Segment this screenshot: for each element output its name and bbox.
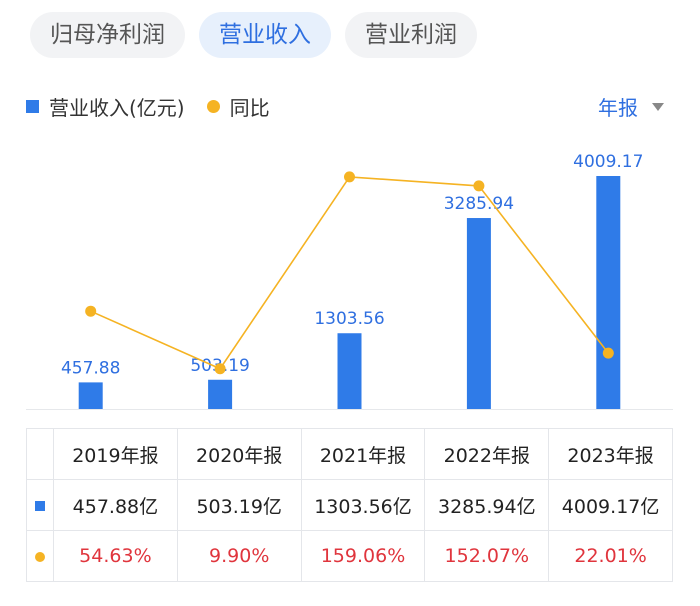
period-selector[interactable]: 年报 bbox=[598, 92, 664, 121]
bar bbox=[208, 379, 233, 409]
bar-value-label: 4009.17 bbox=[573, 152, 643, 172]
bar-value-label: 3285.94 bbox=[444, 194, 514, 214]
yoy-point bbox=[85, 305, 97, 317]
yoy-legend-marker bbox=[206, 100, 220, 113]
revenue-legend-label: 营业收入(亿元) bbox=[49, 96, 185, 120]
table-cell: 22.01% bbox=[548, 530, 673, 582]
yoy-point bbox=[344, 171, 355, 183]
bar bbox=[78, 382, 103, 409]
table-header-row: 2019年报 2020年报 2021年报 2022年报 2023年报 bbox=[26, 428, 673, 480]
table-cell: 1303.56亿 bbox=[300, 479, 426, 531]
table-cell: 54.63% bbox=[53, 530, 178, 582]
bar bbox=[466, 218, 491, 409]
chart-legend: 营业收入(亿元) 同比 bbox=[26, 92, 270, 121]
table-corner-cell bbox=[26, 428, 54, 480]
bar bbox=[337, 333, 362, 409]
yoy-point bbox=[602, 347, 614, 359]
table-header-cell: 2021年报 bbox=[300, 428, 426, 480]
table-cell: 9.90% bbox=[176, 530, 302, 582]
bar bbox=[596, 176, 621, 409]
table-cell: 3285.94亿 bbox=[424, 479, 550, 531]
chevron-down-icon bbox=[652, 102, 664, 111]
bar-value-label: 1303.56 bbox=[314, 309, 384, 329]
data-table: 2019年报 2020年报 2021年报 2022年报 2023年报 457.8… bbox=[26, 428, 673, 582]
table-cell: 4009.17亿 bbox=[548, 479, 673, 531]
tab-net-profit[interactable]: 归母净利润 bbox=[30, 12, 185, 58]
tab-operating-profit[interactable]: 营业利润 bbox=[345, 12, 477, 58]
yoy-row-marker bbox=[26, 530, 54, 582]
table-header-cell: 2022年报 bbox=[424, 428, 550, 480]
table-cell: 457.88亿 bbox=[53, 479, 178, 531]
yoy-point bbox=[214, 363, 226, 375]
bar-value-label: 457.88 bbox=[61, 358, 120, 378]
table-cell: 159.06% bbox=[300, 530, 426, 582]
table-row-revenue: 457.88亿 503.19亿 1303.56亿 3285.94亿 4009.1… bbox=[26, 479, 673, 531]
metric-tabs: 归母净利润 营业收入 营业利润 bbox=[30, 12, 477, 58]
dot-icon bbox=[35, 552, 45, 562]
period-label: 年报 bbox=[598, 96, 638, 120]
table-cell: 152.07% bbox=[424, 530, 550, 582]
table-header-cell: 2023年报 bbox=[548, 428, 673, 480]
table-cell: 503.19亿 bbox=[176, 479, 302, 531]
table-header-cell: 2020年报 bbox=[176, 428, 302, 480]
table-header-cell: 2019年报 bbox=[53, 428, 178, 480]
table-row-yoy: 54.63% 9.90% 159.06% 152.07% 22.01% bbox=[26, 530, 673, 582]
tab-revenue[interactable]: 营业收入 bbox=[199, 12, 331, 58]
revenue-legend-marker bbox=[26, 100, 39, 113]
revenue-row-marker bbox=[26, 479, 54, 531]
square-icon bbox=[35, 501, 45, 511]
yoy-legend-label: 同比 bbox=[229, 96, 270, 120]
yoy-point bbox=[473, 180, 485, 192]
